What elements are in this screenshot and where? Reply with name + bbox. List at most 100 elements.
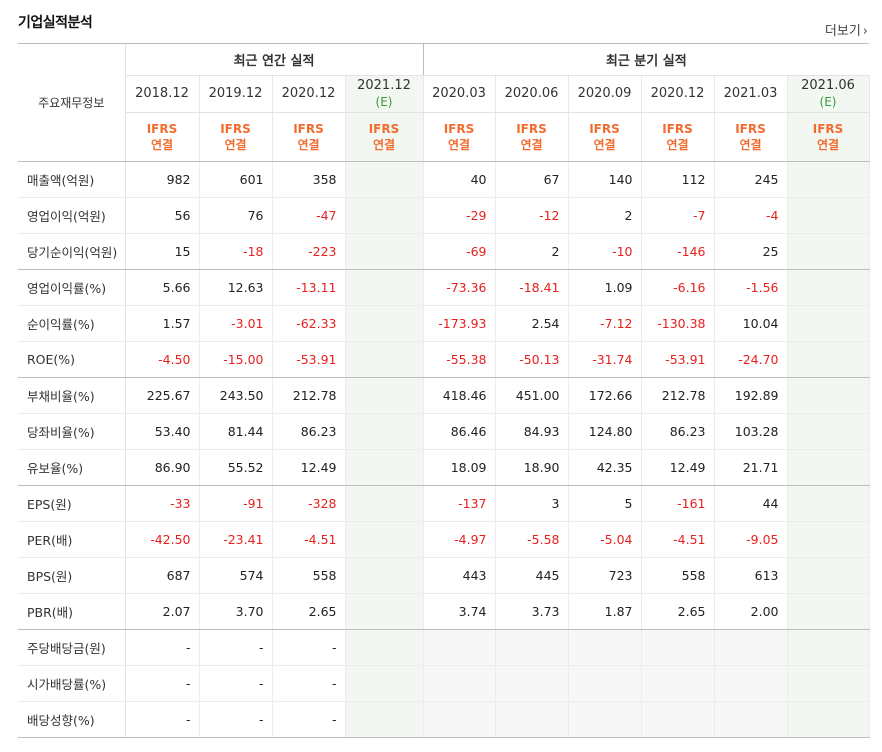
value-cell: 25 [714, 233, 788, 270]
period-label: 2020.12 [281, 86, 336, 101]
estimate-tag: (E) [819, 95, 837, 109]
value-cell [714, 701, 788, 738]
value-cell [345, 341, 424, 378]
value-cell [345, 521, 424, 558]
period-label: 2020.06 [504, 86, 559, 101]
value-cell: - [199, 665, 273, 702]
value-cell [787, 161, 870, 198]
value-cell [345, 413, 424, 450]
value-cell [345, 485, 424, 522]
row-label: 부채비율(%) [18, 377, 126, 414]
value-cell [345, 629, 424, 666]
value-cell: -4.51 [641, 521, 715, 558]
ifrs-tag: IFRS 연결 [714, 112, 788, 162]
value-cell [422, 701, 496, 738]
value-cell: 86.23 [272, 413, 346, 450]
more-link[interactable]: 더보기 › [825, 20, 868, 39]
value-cell: 67 [495, 161, 569, 198]
value-cell: 443 [422, 557, 496, 594]
period-header: 2021.12 (E) [345, 75, 424, 113]
value-cell [345, 233, 424, 270]
value-cell: 2.65 [641, 593, 715, 630]
value-cell [345, 269, 424, 306]
value-cell: -73.36 [422, 269, 496, 306]
value-cell: 12.49 [641, 449, 715, 486]
ifrs-label: IFRS [662, 122, 693, 136]
value-cell: -137 [422, 485, 496, 522]
table-row: 영업이익(억원) 56 76 -47 -29 -12 2 -7 -4 [18, 197, 870, 234]
value-cell: 53.40 [125, 413, 200, 450]
quarter-group-header: 최근 분기 실적 [422, 44, 870, 76]
value-cell: 225.67 [125, 377, 200, 414]
value-cell [787, 413, 870, 450]
row-label: 영업이익(억원) [18, 197, 126, 234]
table-row: EPS(원) -33 -91 -328 -137 3 5 -161 44 [18, 485, 870, 522]
row-label: 순이익률(%) [18, 305, 126, 342]
value-cell [641, 701, 715, 738]
value-cell: -31.74 [568, 341, 642, 378]
value-cell: 5 [568, 485, 642, 522]
ifrs-label: IFRS [220, 122, 251, 136]
value-cell: 243.50 [199, 377, 273, 414]
value-cell: 418.46 [422, 377, 496, 414]
value-cell: 358 [272, 161, 346, 198]
financial-table: 주요재무정보 최근 연간 실적 최근 분기 실적 2018.12 2019.12 2… [18, 44, 870, 738]
value-cell: - [125, 629, 200, 666]
table-row: 주당배당금(원) - - - [18, 629, 870, 666]
value-cell [568, 665, 642, 702]
value-cell: 3 [495, 485, 569, 522]
value-cell [641, 629, 715, 666]
value-cell [345, 161, 424, 198]
value-cell: 56 [125, 197, 200, 234]
value-cell: 55.52 [199, 449, 273, 486]
ifrs-label: IFRS [589, 122, 620, 136]
value-cell: - [272, 701, 346, 738]
value-cell [422, 665, 496, 702]
value-cell: 172.66 [568, 377, 642, 414]
consolidated-label: 연결 [520, 138, 543, 152]
value-cell [787, 665, 870, 702]
value-cell [787, 485, 870, 522]
value-cell: 42.35 [568, 449, 642, 486]
period-label: 2021.03 [723, 86, 778, 101]
value-cell: - [125, 701, 200, 738]
value-cell: 451.00 [495, 377, 569, 414]
value-cell [568, 701, 642, 738]
consolidated-label: 연결 [739, 138, 762, 152]
ifrs-tag: IFRS 연결 [272, 112, 346, 162]
row-label: PER(배) [18, 521, 126, 558]
value-cell: -23.41 [199, 521, 273, 558]
value-cell: -33 [125, 485, 200, 522]
table-row: 순이익률(%) 1.57 -3.01 -62.33 -173.93 2.54 -7.12 -1… [18, 305, 870, 342]
table-row: 부채비율(%) 225.67 243.50 212.78 418.46 451.00 172… [18, 377, 870, 414]
value-cell: - [272, 629, 346, 666]
ifrs-tag: IFRS 연결 [568, 112, 642, 162]
value-cell: -47 [272, 197, 346, 234]
value-cell: -5.04 [568, 521, 642, 558]
value-cell [787, 233, 870, 270]
value-cell: 212.78 [272, 377, 346, 414]
value-cell [345, 593, 424, 630]
chevron-right-icon: › [862, 24, 868, 39]
ifrs-label: IFRS [443, 122, 475, 136]
value-cell: -12 [495, 197, 569, 234]
value-cell: - [272, 665, 346, 702]
value-cell [787, 449, 870, 486]
value-cell: 1.87 [568, 593, 642, 630]
consolidated-label: 연결 [593, 138, 616, 152]
value-cell: -9.05 [714, 521, 788, 558]
value-cell [787, 629, 870, 666]
value-cell: 3.70 [199, 593, 273, 630]
row-label: 유보율(%) [18, 449, 126, 486]
ifrs-tag: IFRS 연결 [422, 112, 496, 162]
value-cell [787, 269, 870, 306]
period-header: 2020.12 [272, 75, 346, 113]
value-cell: 613 [714, 557, 788, 594]
value-cell [714, 665, 788, 702]
value-cell [787, 197, 870, 234]
table-row: 유보율(%) 86.90 55.52 12.49 18.09 18.90 42.35 12.4… [18, 449, 870, 486]
ifrs-label: IFRS [516, 122, 547, 136]
value-cell: 2.65 [272, 593, 346, 630]
consolidated-label: 연결 [297, 138, 320, 152]
value-cell: 723 [568, 557, 642, 594]
